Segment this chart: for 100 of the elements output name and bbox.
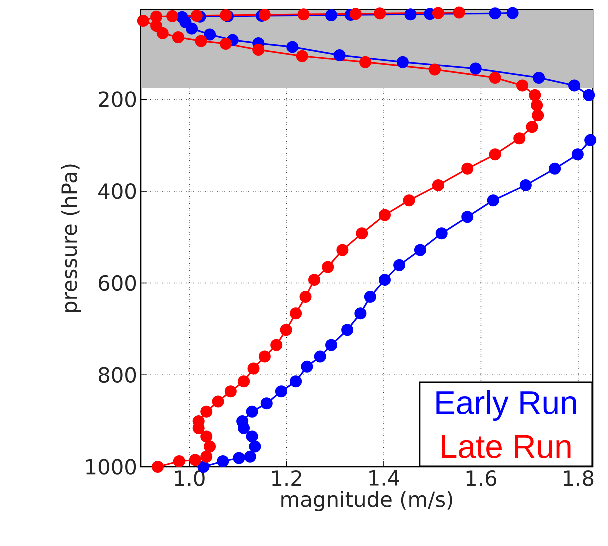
point [356, 228, 368, 240]
text: Late Run [442, 435, 571, 458]
point [549, 162, 562, 175]
point [342, 324, 354, 336]
point [204, 28, 216, 41]
point [260, 398, 273, 410]
y-tick-label: 800 [98, 367, 136, 384]
point [300, 291, 312, 304]
point [378, 209, 391, 222]
point [301, 360, 314, 373]
point [516, 80, 529, 92]
point [462, 162, 474, 175]
point [568, 80, 581, 92]
point [200, 406, 213, 418]
point [296, 50, 308, 62]
point [489, 72, 502, 84]
point [453, 6, 466, 19]
point [286, 41, 299, 54]
point [249, 440, 262, 453]
point [531, 100, 544, 112]
point [190, 10, 203, 22]
point [258, 350, 271, 363]
point [150, 10, 163, 23]
point [246, 430, 258, 443]
point [248, 362, 260, 375]
point [204, 440, 216, 453]
point [374, 8, 386, 20]
point [350, 8, 362, 20]
point [137, 15, 150, 28]
point [470, 62, 482, 75]
y-tick-label: 200 [99, 92, 136, 108]
point [246, 406, 258, 418]
point [514, 132, 526, 145]
y-tick-label: 600 [99, 275, 136, 292]
point [583, 89, 596, 102]
point [432, 7, 444, 20]
point [322, 261, 334, 274]
point [436, 228, 448, 240]
x-tick-label: 1.2 [272, 470, 302, 486]
point [176, 11, 188, 24]
point [334, 49, 346, 62]
point [200, 450, 213, 463]
point [487, 194, 500, 207]
point [298, 8, 310, 21]
point [529, 89, 542, 102]
point [212, 396, 224, 408]
point [520, 179, 532, 192]
point [414, 244, 426, 256]
point [224, 386, 237, 398]
y-axis-title: pressure (hPa) [61, 164, 82, 312]
x-tick-label: 1.6 [466, 470, 497, 486]
point [173, 455, 186, 468]
point [258, 9, 271, 22]
point [489, 8, 502, 20]
point [152, 461, 164, 474]
point [308, 274, 321, 286]
point [394, 259, 406, 272]
point [526, 121, 538, 134]
point [326, 339, 338, 352]
point [172, 32, 184, 44]
point [270, 339, 283, 352]
point [336, 244, 349, 256]
point [238, 376, 250, 388]
point [290, 376, 302, 388]
point [572, 148, 584, 161]
point [217, 455, 230, 468]
point [506, 7, 519, 20]
point [360, 56, 372, 68]
point [404, 8, 417, 21]
point [280, 324, 292, 336]
point [244, 450, 256, 463]
point [533, 72, 546, 84]
point [200, 430, 213, 443]
point [195, 35, 208, 48]
point [462, 211, 474, 224]
point [489, 148, 502, 161]
y-tick-label: 1000 [86, 459, 136, 475]
x-tick-label: 1.0 [175, 470, 205, 486]
y-tick-label: 400 [98, 184, 136, 200]
point [532, 110, 544, 122]
point [429, 64, 442, 76]
point [403, 194, 416, 207]
x-axis-title: magnitude (m/s) [282, 491, 452, 512]
point [432, 179, 444, 192]
point [314, 350, 326, 363]
text: Early Run [436, 390, 576, 422]
x-tick-label: 1.4 [370, 470, 400, 486]
point [290, 308, 302, 320]
point [584, 134, 597, 146]
point [220, 38, 232, 50]
point [189, 454, 202, 466]
point [326, 10, 338, 22]
point [156, 27, 169, 40]
point [396, 56, 409, 68]
point [354, 308, 367, 320]
point [364, 291, 376, 304]
point [252, 44, 265, 56]
point [275, 386, 288, 398]
x-tick-label: 1.8 [564, 470, 594, 486]
point [378, 274, 391, 286]
